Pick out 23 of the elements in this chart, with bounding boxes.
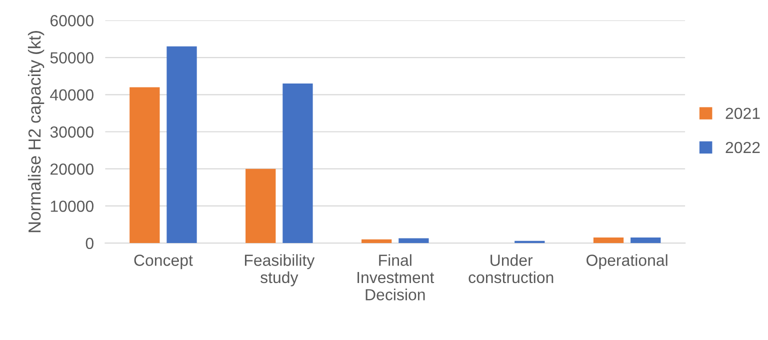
bar bbox=[362, 239, 392, 244]
y-tick-label: 10000 bbox=[50, 200, 94, 212]
y-tick-label: 40000 bbox=[50, 89, 94, 101]
legend-label: 2021 bbox=[726, 108, 760, 120]
y-tick-label: 50000 bbox=[50, 52, 94, 64]
y-axis-title: Normalise H2 capacity (kt) bbox=[28, 31, 44, 232]
bar bbox=[630, 238, 661, 244]
bar bbox=[282, 84, 313, 244]
x-tick-label: Feasibility study bbox=[244, 254, 315, 286]
x-tick-label: Under construction bbox=[468, 254, 554, 284]
x-tick-label: Operational bbox=[586, 254, 668, 270]
bar bbox=[130, 87, 160, 244]
bar bbox=[166, 46, 197, 244]
bar bbox=[593, 238, 624, 244]
y-tick-label: 0 bbox=[86, 238, 94, 250]
x-tick-label: Final Investment Decision bbox=[358, 254, 434, 300]
y-tick-label: 20000 bbox=[50, 164, 94, 175]
y-tick-label: 30000 bbox=[50, 126, 94, 138]
bar bbox=[398, 238, 429, 244]
bar bbox=[246, 168, 276, 244]
x-tick-label: Concept bbox=[134, 254, 193, 270]
y-tick-label: 60000 bbox=[50, 15, 94, 26]
legend-label: 2022 bbox=[726, 142, 760, 154]
